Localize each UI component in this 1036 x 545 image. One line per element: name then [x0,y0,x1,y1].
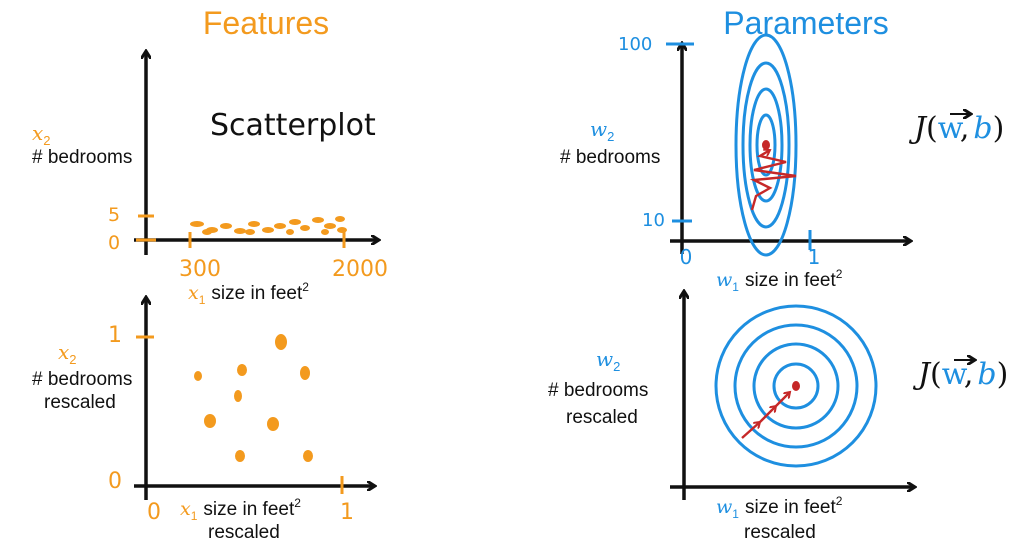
gradient-step [741,422,760,439]
circular-cost-contours [714,304,878,468]
scatter-point [267,417,279,431]
scatter-point [324,223,336,229]
x-tick-label: 300 [179,257,221,282]
gradient-descent-path [749,150,797,211]
scatter-point [289,219,301,225]
y-axis-label-line2: rescaled [44,392,116,413]
y-variable-label: x2 [58,340,77,367]
parameters-bottom-panel: w2 # bedrooms rescaled w1 size in feet2 r… [548,292,1008,543]
y-tick-label: 1 [108,323,122,348]
y-axis-label: # bedrooms [548,380,648,401]
parameters-heading: Parameters [723,5,888,41]
y-axis-label: # bedrooms [32,369,132,390]
minimum-point [792,381,800,391]
scatter-point [220,223,232,229]
y-variable-label: w2 [596,347,620,374]
y-tick-label: 100 [618,34,652,55]
contour-ring [734,33,798,257]
contour-ring [752,342,840,430]
contour-ring [741,61,791,229]
y-variable-label: w2 [590,117,614,144]
contour-ring [733,323,859,449]
cost-function-label: J(w, b) [912,357,1008,392]
y-variable-label: x2 [32,121,51,148]
x-axis-label: x1 size in feet2 [188,280,309,307]
parameters-top-panel: 100 10 0 1 w2 # bedrooms w1 size in feet2… [560,33,1004,294]
elliptical-cost-contours [734,33,798,257]
features-top-panel: x2 # bedrooms 5 0 300 2000 x1 size in fee… [32,52,388,307]
x-tick-label: 0 [147,500,161,525]
scatter-point [194,371,202,381]
scatter-point [234,228,246,234]
x-axis-label-line2: rescaled [744,522,816,543]
scatter-point [286,229,294,235]
cost-function-label: J(w, b) [908,111,1004,146]
scatter-point [190,221,204,227]
scatter-point [303,450,313,462]
scatter-point [235,450,245,462]
scatter-points [194,334,313,462]
scatter-point [312,217,324,223]
scatter-point [300,225,310,231]
y-tick-label: 5 [108,204,120,226]
gradient-step [775,392,790,407]
scatter-points [190,216,347,235]
y-axis-label: # bedrooms [32,147,132,168]
x-axis-label: x1 size in feet2 [180,496,301,523]
contour-ring [772,362,820,410]
scatter-point [245,229,255,235]
x-tick-label: 1 [808,245,821,269]
y-tick-label: 0 [108,469,122,494]
scatter-point [337,227,347,233]
features-bottom-panel: x2 # bedrooms rescaled 1 0 0 1 x1 size in… [32,298,374,543]
scatter-point [321,229,329,235]
minimum-point [762,140,770,150]
x-tick-label: 0 [680,245,693,269]
scatter-point [237,364,247,376]
y-axis-label: # bedrooms [560,147,660,168]
scatter-point [275,334,287,350]
scatter-point [335,216,345,222]
x-tick-label: 2000 [332,257,388,282]
features-heading: Features [203,5,329,41]
contour-ring [755,113,777,177]
y-tick-label: 10 [642,210,665,231]
contour-ring [714,304,878,468]
scatter-point [262,227,274,233]
scatter-point [204,414,216,428]
scatter-point [274,223,286,229]
scatter-point [248,221,260,227]
scatterplot-note: Scatterplot [210,108,376,143]
contour-ring [748,87,784,203]
y-axis-label-line2: rescaled [566,407,638,428]
scatter-point [234,390,242,402]
x-axis-label: w1 size in feet2 [716,494,843,521]
x-axis-label-line2: rescaled [208,522,280,543]
scatter-point [300,366,310,380]
x-tick-label: 1 [340,500,354,525]
y-tick-label: 0 [108,232,120,254]
x-axis-label: w1 size in feet2 [716,267,843,294]
gradient-step [759,406,776,423]
scatter-point [202,229,212,235]
